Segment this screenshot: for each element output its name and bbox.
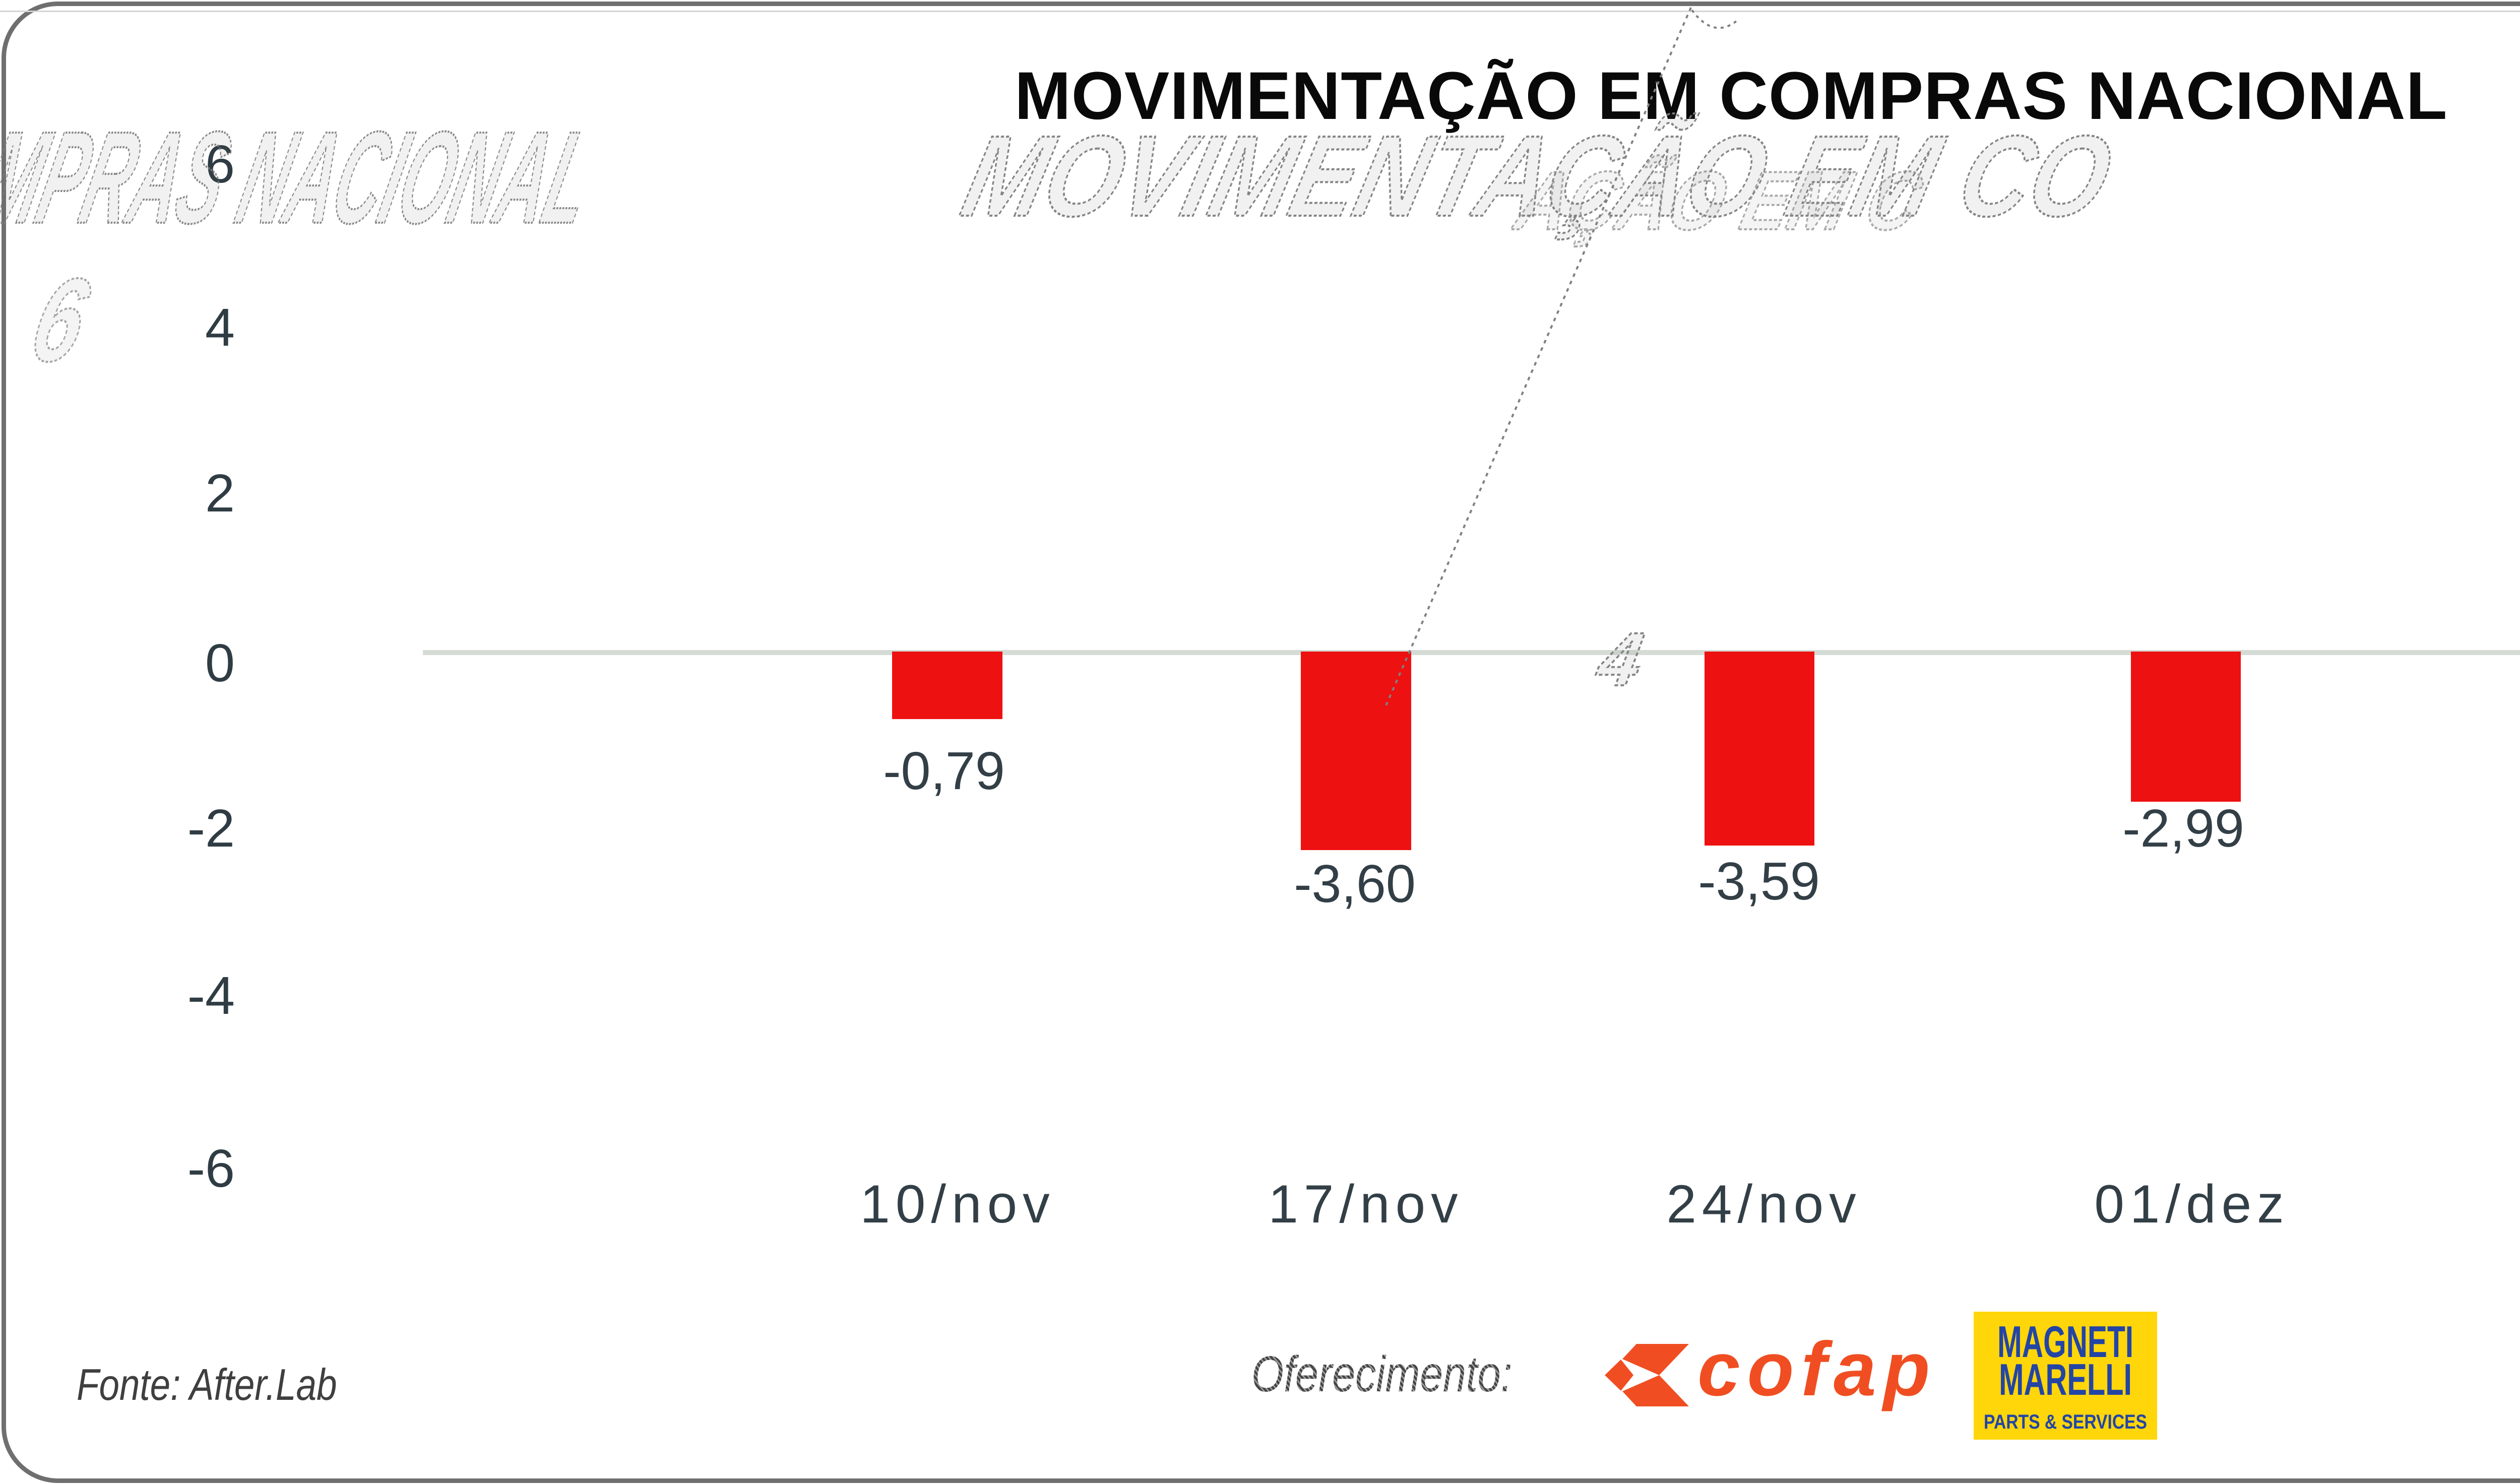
svg-text:MPRAS NACIONAL: MPRAS NACIONAL — [0, 104, 607, 250]
svg-text:MOVIMENTAÇÃO EM CO: MOVIMENTAÇÃO EM CO — [952, 112, 2124, 240]
svg-text:4: 4 — [1591, 617, 1649, 702]
svg-text:AÇÃO EM C: AÇÃO EM C — [1506, 154, 1931, 247]
svg-text:MAGNETI: MAGNETI — [1997, 1317, 2133, 1367]
svg-text:PARTS & SERVICES: PARTS & SERVICES — [1984, 1411, 2147, 1433]
svg-text:MARELLI: MARELLI — [1999, 1354, 2132, 1404]
svg-text:6: 6 — [20, 254, 101, 386]
